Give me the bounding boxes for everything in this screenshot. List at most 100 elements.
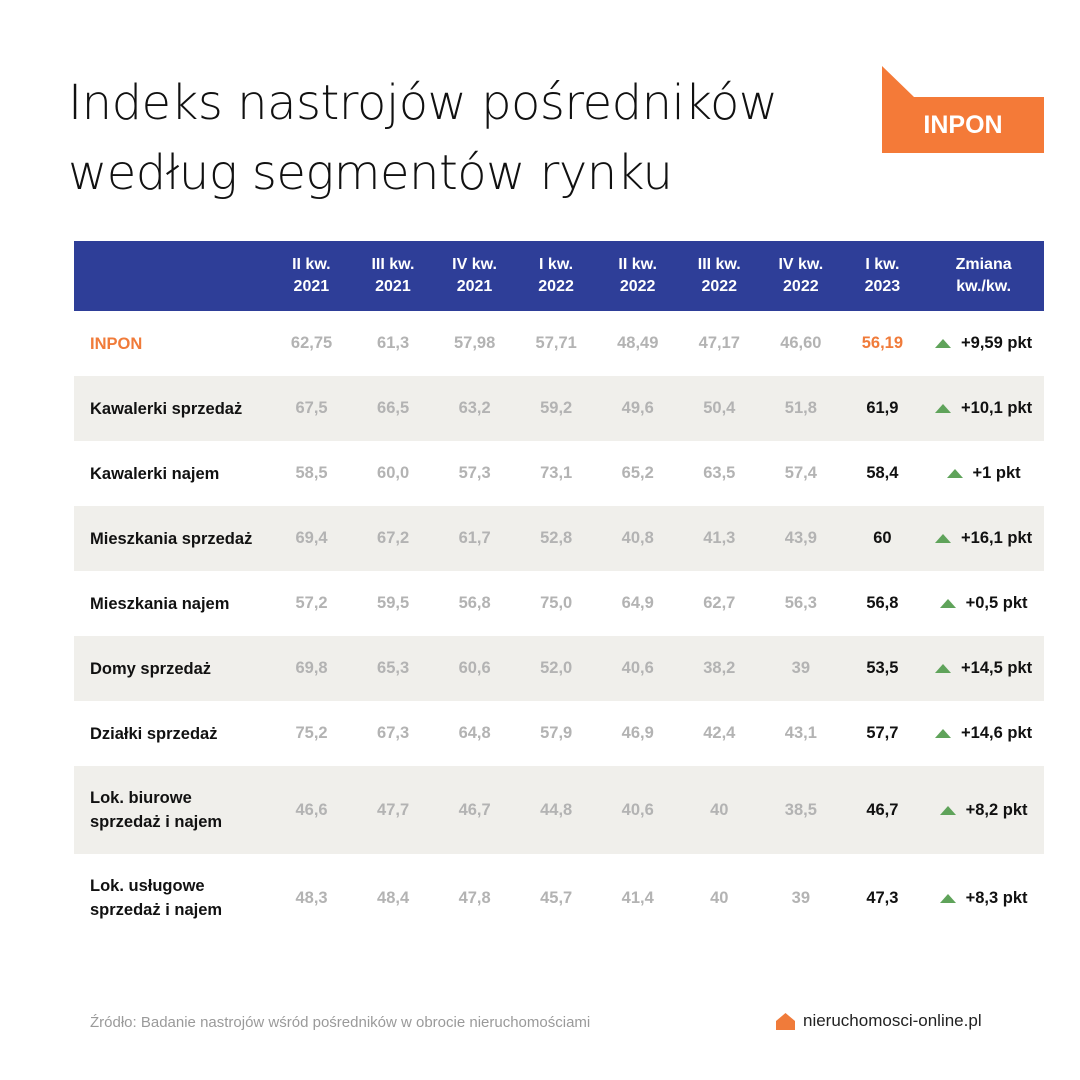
brand-logo[interactable]: nieruchomosci-online.pl [776,1011,982,1031]
value-cell: 46,6 [295,800,328,819]
up-triangle-icon [946,469,963,478]
column-header: II kw. 2021 [292,256,331,295]
value-cell: 57,7 [866,724,899,742]
value-cell: 66,5 [377,399,410,417]
column-header-change: Zmiana kw./kw. [955,256,1012,295]
table-row: Lok. usługowe sprzedaż i najem 48,3 48,4 47,… [74,854,1044,942]
value-cell: 61,7 [458,529,491,547]
value-cell: 48,4 [377,888,410,907]
value-cell: 40,8 [621,529,654,547]
value-cell: 40 [710,888,729,907]
value-cell: 50,4 [703,399,736,417]
value-cell: 60,0 [377,464,410,482]
change-cell: +9,59 pkt [923,334,1044,353]
page-title: Indeks nastrojów pośredników według segm… [68,68,848,208]
value-cell: 40,6 [621,800,654,819]
value-cell: 64,8 [458,724,491,742]
value-cell: 67,5 [295,399,328,417]
value-cell: 53,5 [866,659,899,677]
up-triangle-icon [939,893,956,903]
table-body: INPON 62,75 61,3 57,98 57,71 48,49 47,17 46,60 5… [74,311,1044,942]
value-cell: 62,7 [703,594,736,612]
value-cell: 58,5 [295,464,328,482]
value-cell: 39 [791,888,811,907]
row-label: Działki sprzedaż [90,724,218,743]
source-note: Źródło: Badanie nastrojów wśród pośredni… [90,1014,591,1031]
value-cell: 67,2 [377,529,410,547]
value-cell: 52,8 [540,529,573,547]
value-cell: 62,75 [290,334,333,352]
value-cell: 57,71 [535,334,577,352]
table-row: Mieszkania sprzedaż 69,4 67,2 61,7 52,8 40,8 4… [74,506,1044,571]
row-label: Kawalerki najem [90,464,220,483]
value-cell: 56,3 [784,594,817,612]
table-row: Kawalerki sprzedaż 67,5 66,5 63,2 59,2 49,6 50… [74,376,1044,441]
value-cell: 57,2 [295,594,328,612]
table-row: Działki sprzedaż 75,2 67,3 64,8 57,9 46,9 42,4… [74,701,1044,766]
title-line-1: Indeks nastrojów pośredników [68,75,778,131]
value-cell: 56,19 [861,334,904,352]
value-cell: 44,8 [540,800,573,819]
change-cell: +1 pkt [923,464,1044,483]
value-cell: 69,4 [295,529,328,547]
column-header: I kw. 2022 [538,256,574,295]
column-header: I kw. 2023 [864,256,901,295]
value-cell: 48,3 [295,888,328,907]
column-header: IV kw. 2021 [452,256,497,295]
value-cell: 58,4 [866,464,899,482]
row-label: Kawalerki sprzedaż [90,399,243,418]
value-cell: 51,8 [784,399,817,417]
brand-name: nieruchomosci-online.pl [803,1011,982,1030]
value-cell: 39 [791,659,811,677]
change-cell: +8,2 pkt [923,801,1044,820]
column-header: II kw. 2022 [618,256,657,295]
value-cell: 56,8 [866,594,899,612]
change-cell: +14,6 pkt [923,724,1044,743]
value-cell: 57,3 [458,464,491,482]
value-cell: 46,7 [866,800,899,819]
value-cell: 63,5 [703,464,736,482]
value-cell: 64,9 [621,594,654,612]
value-cell: 41,3 [703,529,736,547]
value-cell: 46,9 [621,724,654,742]
change-cell: +14,5 pkt [923,659,1044,678]
value-cell: 59,5 [377,594,410,612]
up-triangle-icon [935,404,952,413]
title-line-2: według segmentów rynku [68,145,673,201]
value-cell: 75,2 [295,724,328,742]
value-cell: 38,5 [784,800,817,819]
row-label: Mieszkania sprzedaż [90,529,253,548]
up-triangle-icon [935,534,952,543]
value-cell: 59,2 [540,399,573,417]
value-cell: 40,6 [621,659,654,677]
up-triangle-icon [939,805,956,815]
table-row: Domy sprzedaż 69,8 65,3 60,6 52,0 40,6 38,2 39 5… [74,636,1044,701]
value-cell: 43,1 [784,724,817,742]
value-cell: 65,3 [377,659,410,677]
table-row: Mieszkania najem 57,2 59,5 56,8 75,0 64,9 62,7… [74,571,1044,636]
value-cell: 47,8 [458,888,491,907]
value-cell: 52,0 [540,659,573,677]
value-cell: 57,4 [784,464,817,482]
value-cell: 47,7 [377,800,410,819]
value-cell: 61,9 [866,399,899,417]
value-cell: 49,6 [621,399,654,417]
row-label: Lok. biurowe sprzedaż i najem [90,789,223,831]
change-cell: +8,3 pkt [923,889,1044,908]
change-cell: +10,1 pkt [923,399,1044,418]
value-cell: 60,6 [458,659,491,677]
value-cell: 57,98 [454,334,496,352]
up-triangle-icon [939,599,956,608]
value-cell: 46,60 [780,334,822,352]
value-cell: 38,2 [703,659,736,677]
table-header: II kw. 2021 III kw. 2021 IV kw. 2021 I kw. 2… [74,241,1044,311]
value-cell: 40 [710,800,729,819]
row-label: Domy sprzedaż [90,659,212,678]
value-cell: 42,4 [703,724,736,742]
value-cell: 57,9 [540,724,573,742]
up-triangle-icon [935,729,952,738]
data-table: II kw. 2021 III kw. 2021 IV kw. 2021 I kw. 2… [74,241,1044,942]
table-row: INPON 62,75 61,3 57,98 57,71 48,49 47,17 46,60 5… [74,311,1044,376]
value-cell: 69,8 [295,659,328,677]
up-triangle-icon [935,664,952,673]
